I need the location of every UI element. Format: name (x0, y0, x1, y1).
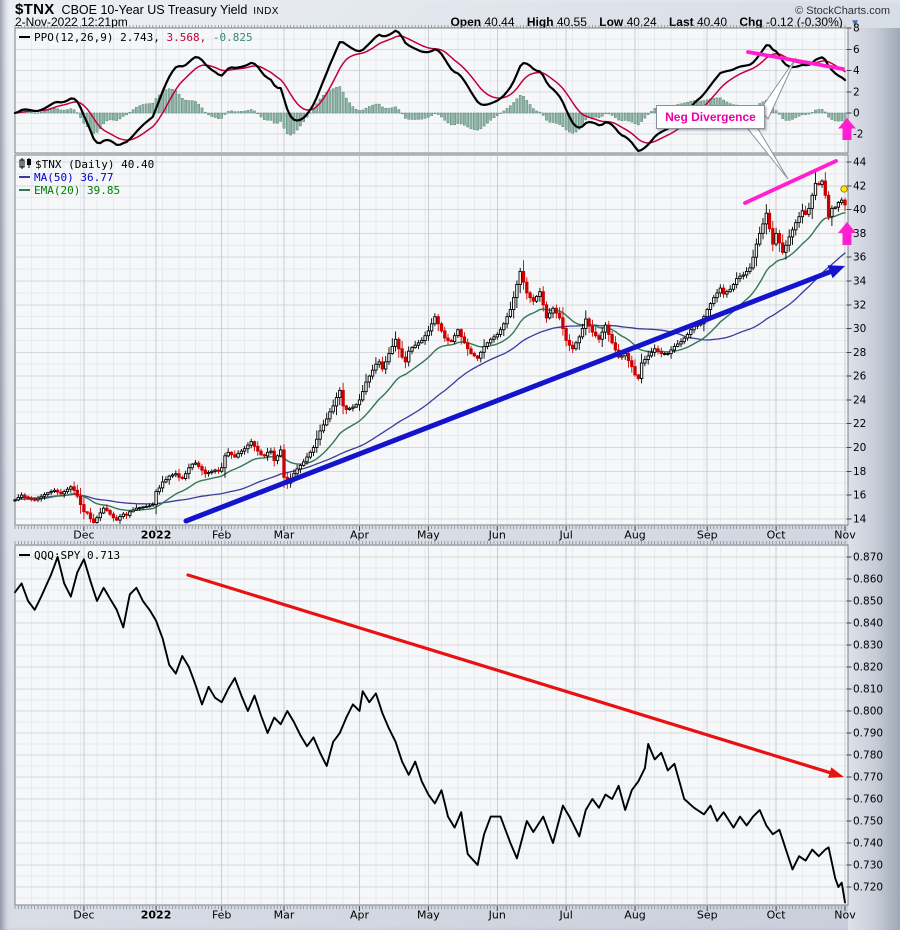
svg-text:Jul: Jul (559, 529, 573, 542)
svg-text:Aug: Aug (624, 529, 645, 542)
svg-text:2022: 2022 (141, 909, 172, 922)
svg-text:0.820: 0.820 (853, 661, 883, 673)
symbol-name: CBOE 10-Year US Treasury Yield (61, 3, 248, 17)
svg-text:14: 14 (853, 513, 867, 525)
ratio-line-swatch-icon (19, 554, 30, 556)
svg-text:Nov: Nov (834, 529, 856, 542)
svg-text:20: 20 (853, 442, 866, 454)
svg-text:Aug: Aug (624, 909, 645, 922)
svg-text:0: 0 (853, 108, 860, 120)
svg-text:0.790: 0.790 (853, 727, 883, 739)
svg-text:0.850: 0.850 (853, 595, 883, 607)
svg-text:4: 4 (853, 65, 860, 77)
price-legend: $TNX (Daily) 40.40 MA(50) 36.77 EMA(20) … (19, 158, 154, 197)
svg-text:Mar: Mar (274, 909, 295, 922)
svg-text:0.770: 0.770 (853, 771, 883, 783)
svg-text:Sep: Sep (697, 909, 718, 922)
svg-text:0.740: 0.740 (853, 838, 883, 850)
ppo-line-swatch-icon (19, 36, 30, 38)
svg-text:Feb: Feb (212, 529, 231, 542)
copyright: © StockCharts.com (795, 5, 890, 17)
svg-text:8: 8 (853, 23, 860, 35)
svg-text:22: 22 (853, 418, 866, 430)
ema20-swatch-icon (19, 189, 30, 191)
svg-text:0.720: 0.720 (853, 882, 883, 894)
svg-text:Jun: Jun (488, 529, 506, 542)
ratio-legend: QQQ:SPY 0.713 (19, 549, 120, 562)
right-axis-strip (848, 28, 900, 930)
svg-text:Dec: Dec (73, 909, 94, 922)
ppo-legend-label: PPO(12,26,9) (34, 31, 114, 44)
svg-text:2: 2 (853, 86, 860, 98)
neg-divergence-callout: Neg Divergence (656, 105, 765, 129)
ratio-legend-label: QQQ:SPY 0.713 (34, 549, 121, 562)
svg-text:0.870: 0.870 (853, 551, 883, 563)
ppo-hist-value: -0.825 (212, 31, 253, 44)
svg-text:32: 32 (853, 299, 866, 311)
svg-text:2022: 2022 (141, 529, 172, 542)
svg-text:0.830: 0.830 (853, 639, 883, 651)
svg-text:16: 16 (853, 490, 867, 502)
svg-text:0.860: 0.860 (853, 573, 883, 585)
svg-text:Oct: Oct (767, 909, 787, 922)
svg-text:Jul: Jul (559, 909, 573, 922)
svg-text:44: 44 (853, 156, 867, 168)
svg-text:0.810: 0.810 (853, 683, 883, 695)
svg-text:Feb: Feb (212, 909, 231, 922)
svg-text:36: 36 (853, 252, 867, 264)
svg-text:0.730: 0.730 (853, 860, 883, 872)
ma50-legend: MA(50) 36.77 (34, 171, 114, 184)
chg-value: -0.12 (-0.30%) (766, 15, 843, 29)
neg-divergence-label: Neg Divergence (665, 110, 756, 124)
exchange-label: INDX (253, 6, 279, 17)
svg-text:Mar: Mar (274, 529, 295, 542)
svg-text:Nov: Nov (834, 909, 856, 922)
svg-text:18: 18 (853, 466, 866, 478)
svg-text:May: May (417, 529, 440, 542)
svg-text:-2: -2 (853, 129, 863, 141)
ma50-swatch-icon (19, 176, 30, 178)
chart-header-title-row: $TNX CBOE 10-Year US Treasury Yield INDX… (15, 1, 890, 18)
ppo-value: 2.743, (120, 31, 160, 44)
low-value: 40.24 (626, 15, 657, 29)
svg-text:24: 24 (853, 394, 867, 406)
ppo-legend: PPO(12,26,9) 2.743, 3.568, -0.825 (19, 31, 253, 44)
price-legend-title: $TNX (Daily) 40.40 (35, 158, 155, 171)
svg-text:6: 6 (853, 44, 860, 56)
svg-text:0.750: 0.750 (853, 816, 883, 828)
svg-text:Apr: Apr (350, 909, 370, 922)
svg-text:42: 42 (853, 180, 866, 192)
svg-text:26: 26 (853, 371, 867, 383)
svg-text:28: 28 (853, 347, 866, 359)
svg-text:Jun: Jun (488, 909, 506, 922)
quote-dropdown-arrow-icon[interactable]: ▼ (850, 18, 860, 29)
svg-text:Oct: Oct (767, 529, 787, 542)
svg-text:0.760: 0.760 (853, 793, 883, 805)
svg-text:May: May (417, 909, 440, 922)
svg-text:40: 40 (853, 204, 866, 216)
svg-text:0.800: 0.800 (853, 705, 883, 717)
ppo-signal-value: 3.568, (166, 31, 207, 44)
last-value: 40.40 (697, 15, 728, 29)
ema20-legend: EMA(20) 39.85 (34, 184, 121, 197)
svg-text:0.840: 0.840 (853, 617, 883, 629)
candlestick-icon (19, 158, 31, 169)
svg-text:0.780: 0.780 (853, 749, 883, 761)
svg-text:30: 30 (853, 323, 866, 335)
svg-text:38: 38 (853, 228, 866, 240)
symbol: $TNX (15, 1, 55, 18)
svg-text:Sep: Sep (697, 529, 718, 542)
svg-text:Dec: Dec (73, 529, 94, 542)
svg-text:34: 34 (853, 275, 867, 287)
chart-datetime: 2-Nov-2022 12:21pm (15, 15, 128, 29)
chg-label: Chg (739, 15, 763, 29)
svg-text:Apr: Apr (350, 529, 370, 542)
